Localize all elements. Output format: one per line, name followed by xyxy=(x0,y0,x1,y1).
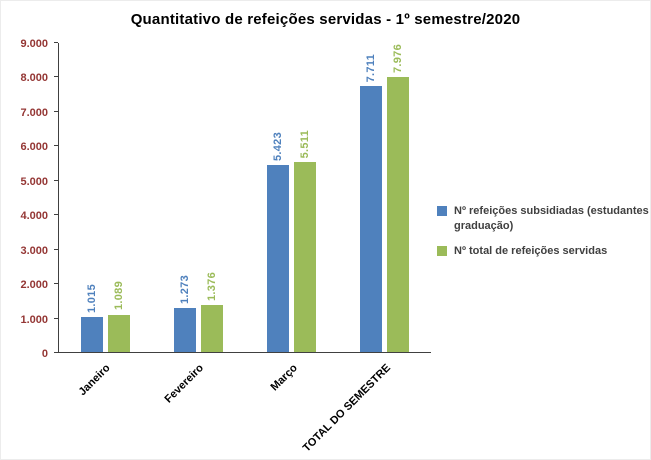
legend-label: Nº refeições subsidiadas (estudantes gra… xyxy=(454,205,649,232)
bar xyxy=(81,317,103,352)
y-tick-mark xyxy=(54,214,58,216)
bar-value-label: 1.273 xyxy=(179,275,191,305)
bar-value-label: 1.376 xyxy=(206,271,218,301)
bar-group: 5.423 5.511 xyxy=(245,43,338,352)
bar-value-label: 5.511 xyxy=(299,129,311,159)
y-tick-label: 8.000 xyxy=(20,72,48,85)
y-tick-label: 9.000 xyxy=(20,38,48,50)
x-axis-labels: Janeiro Fevereiro Março TOTAL DO SEMESTRE xyxy=(58,356,431,459)
x-category-label: Março xyxy=(268,362,300,394)
y-tick-mark xyxy=(54,352,58,353)
y-tick-mark xyxy=(54,76,58,78)
legend-item: Nº total de refeições servidas xyxy=(437,244,649,259)
legend-marker-swatch xyxy=(437,245,447,256)
y-tick-mark xyxy=(54,145,58,147)
bar xyxy=(267,165,289,352)
y-tick-label: 0 xyxy=(41,348,48,360)
bar-value-label: 7.976 xyxy=(392,44,404,74)
bar-group: 7.711 7.976 xyxy=(338,43,431,352)
bar xyxy=(201,304,223,352)
bar-unit: 5.511 xyxy=(294,130,316,352)
y-tick-mark xyxy=(54,42,58,43)
y-tick-label: 6.000 xyxy=(20,141,48,154)
legend-marker-swatch xyxy=(437,206,447,216)
y-tick-mark xyxy=(54,317,58,319)
bar-unit: 1.015 xyxy=(81,284,103,352)
bar-unit: 1.089 xyxy=(108,281,130,352)
legend: Nº refeições subsidiadas (estudantes gra… xyxy=(437,204,649,269)
x-category-label: Fevereiro xyxy=(162,362,207,406)
y-tick-mark xyxy=(54,110,58,112)
bar xyxy=(108,314,130,352)
bar-value-label: 7.711 xyxy=(365,53,377,83)
y-tick-mark xyxy=(54,179,58,181)
bar xyxy=(387,77,409,352)
plot-area: 1.015 1.089 1.273 1.376 5.423 5.511 7.711 7.976 xyxy=(58,43,431,353)
y-tick-label: 1.000 xyxy=(20,313,48,326)
bar-value-label: 1.015 xyxy=(86,283,98,313)
bar-group: 1.015 1.089 xyxy=(59,43,152,352)
bar-unit: 5.423 xyxy=(267,132,289,352)
y-tick-label: 7.000 xyxy=(20,106,48,119)
y-tick-label: 4.000 xyxy=(20,210,48,223)
x-category-label: TOTAL DO SEMESTRE xyxy=(300,362,393,455)
y-tick-mark xyxy=(54,248,58,250)
legend-item: Nº refeições subsidiadas (estudantes gra… xyxy=(437,204,649,234)
y-tick-label: 3.000 xyxy=(20,244,48,257)
x-category-label: Janeiro xyxy=(76,362,114,399)
y-tick-label: 5.000 xyxy=(20,175,48,188)
bar xyxy=(360,86,382,352)
y-tick-mark xyxy=(54,283,58,285)
bar-unit: 7.711 xyxy=(360,54,382,352)
bar-value-label: 1.089 xyxy=(113,281,125,311)
y-axis: 0 1.000 2.000 3.000 4.000 5.000 6.000 7.000 8.00… xyxy=(1,38,58,360)
chart-title: Quantitativo de refeições servidas - 1º … xyxy=(130,11,521,28)
bar-unit: 1.376 xyxy=(201,272,223,352)
bar xyxy=(174,308,196,352)
bar-value-label: 5.423 xyxy=(272,132,284,162)
bar-unit: 1.273 xyxy=(174,275,196,352)
bar-unit: 7.976 xyxy=(387,44,409,352)
legend-label: Nº total de refeições servidas xyxy=(454,244,608,257)
bar xyxy=(294,162,316,352)
y-tick-label: 2.000 xyxy=(20,279,48,292)
bar-group: 1.273 1.376 xyxy=(152,43,245,352)
